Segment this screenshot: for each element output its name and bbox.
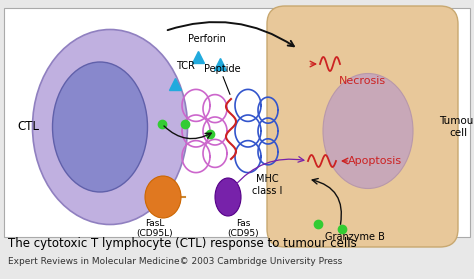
Text: Necrosis: Necrosis [338, 76, 385, 86]
Text: Apoptosis: Apoptosis [348, 156, 402, 166]
Text: Perforin: Perforin [188, 34, 226, 44]
Text: CTL: CTL [17, 121, 39, 133]
Text: FasL
(CD95L): FasL (CD95L) [137, 219, 173, 238]
Text: Expert Reviews in Molecular Medicine© 2003 Cambridge University Press: Expert Reviews in Molecular Medicine© 20… [8, 256, 342, 266]
Text: Granzyme B: Granzyme B [325, 232, 385, 242]
Ellipse shape [145, 176, 181, 218]
FancyBboxPatch shape [267, 6, 458, 247]
Text: Fas
(CD95): Fas (CD95) [227, 219, 259, 238]
Ellipse shape [215, 178, 241, 216]
Bar [4, 8, 470, 237]
Text: Peptide: Peptide [204, 64, 240, 74]
Text: The cytotoxic T lymphocyte (CTL) response to tumour cells: The cytotoxic T lymphocyte (CTL) respons… [8, 237, 357, 249]
Ellipse shape [33, 30, 188, 225]
Text: MHC
class I: MHC class I [252, 174, 282, 196]
Ellipse shape [53, 62, 147, 192]
Ellipse shape [323, 73, 413, 189]
Text: Tumour
cell: Tumour cell [438, 116, 474, 138]
Text: TCR: TCR [175, 61, 194, 71]
